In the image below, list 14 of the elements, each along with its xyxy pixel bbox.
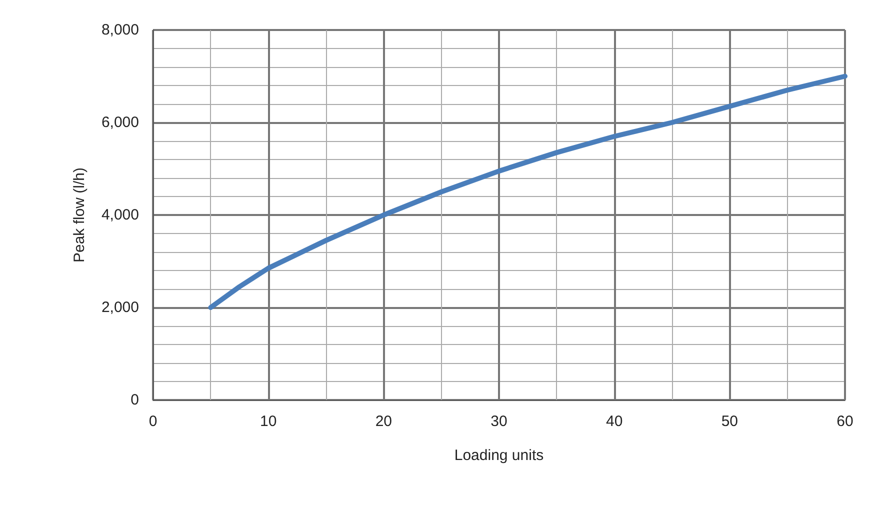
y-axis-title: Peak flow (l/h) (71, 167, 88, 263)
y-tick-label: 4,000 (101, 206, 139, 224)
x-axis-title: Loading units (454, 447, 544, 464)
y-tick-label: 6,000 (101, 114, 139, 131)
x-tick-label: 0 (148, 413, 158, 430)
y-tick-label: 0 (130, 392, 139, 408)
x-tick-label: 30 (490, 413, 508, 430)
y-tick-label: 8,000 (101, 22, 139, 38)
x-tick-label: 40 (606, 413, 623, 430)
x-tick-label: 20 (375, 413, 392, 430)
x-tick-label: 60 (836, 413, 854, 430)
y-tick-label: 2,000 (101, 299, 139, 316)
x-tick-label: 50 (721, 413, 738, 430)
x-tick-label: 10 (260, 413, 277, 430)
